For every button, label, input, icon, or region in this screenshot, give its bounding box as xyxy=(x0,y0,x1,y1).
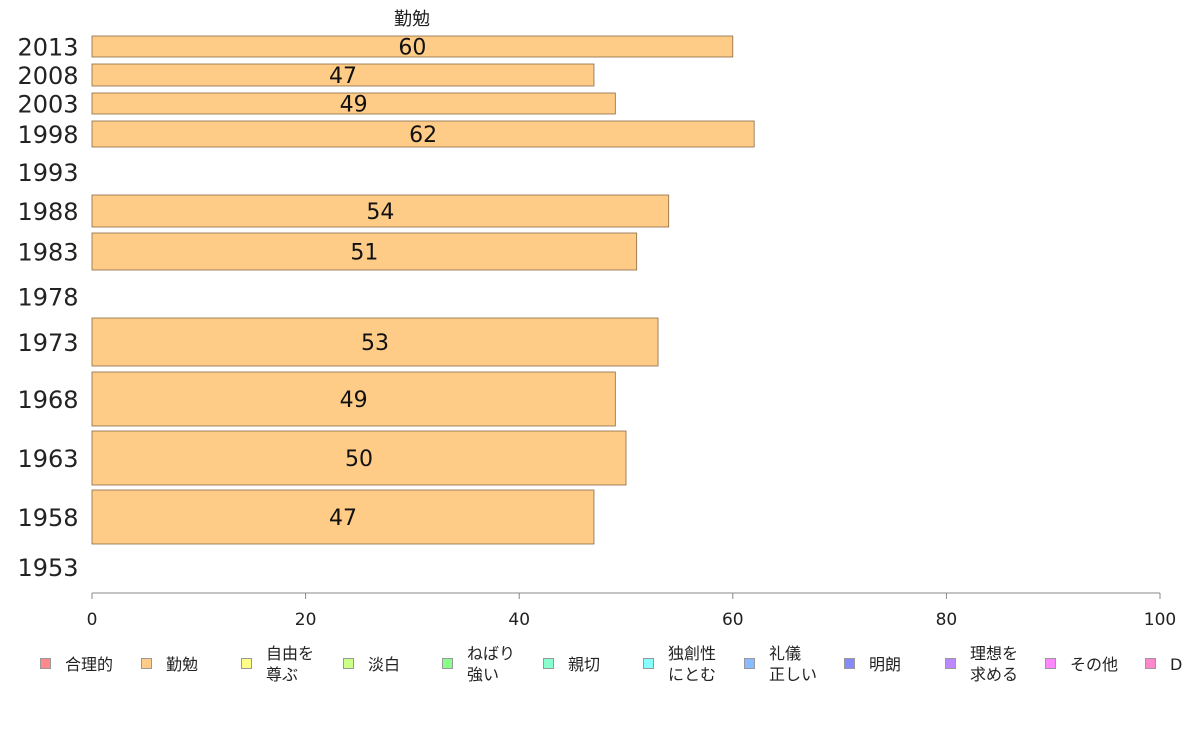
legend-label: 勤勉 xyxy=(166,655,199,674)
bar xyxy=(91,194,670,228)
bar-value-label: 47 xyxy=(329,506,357,531)
y-tick-label: 1993 xyxy=(17,159,78,187)
y-tick-label: 2013 xyxy=(17,34,78,62)
legend-swatch xyxy=(343,658,354,669)
bar xyxy=(91,35,734,58)
bar-value-label: 47 xyxy=(329,64,357,89)
x-tick-label: 80 xyxy=(936,610,958,630)
y-tick-label: 1953 xyxy=(17,554,78,582)
legend-swatch xyxy=(1145,658,1156,669)
legend-item: ねばり 強い xyxy=(442,640,515,685)
legend-swatch xyxy=(643,658,654,669)
y-tick-label: 1973 xyxy=(17,329,78,357)
legend-label: 礼儀 正しい xyxy=(769,644,818,684)
bar xyxy=(91,371,616,427)
legend-item: 親切 xyxy=(543,640,600,675)
legend-swatch xyxy=(40,658,51,669)
bar xyxy=(91,232,638,271)
x-tick-label: 0 xyxy=(87,610,98,630)
bar xyxy=(91,430,627,486)
legend-item: D xyxy=(1145,640,1182,675)
y-tick-label: 1983 xyxy=(17,239,78,267)
bar-value-label: 51 xyxy=(350,241,378,266)
legend-swatch xyxy=(744,658,755,669)
x-tick-label: 60 xyxy=(722,610,744,630)
chart-title: 勤勉 xyxy=(394,9,430,30)
legend-item: その他 xyxy=(1045,640,1118,675)
bar-chart: 勤勉 60 47 49 62 54 51 53 49 50 47 2013200820031998… xyxy=(17,9,1176,630)
legend-swatch xyxy=(141,658,152,669)
y-tick-label: 1988 xyxy=(17,198,78,226)
legend-swatch xyxy=(844,658,855,669)
bar-value-label: 62 xyxy=(409,123,437,148)
bar xyxy=(91,489,595,545)
legend-item: 独創性 にとむ xyxy=(643,640,716,685)
legend-label: 独創性 にとむ xyxy=(668,644,717,684)
bar-value-label: 54 xyxy=(366,200,394,225)
bar xyxy=(91,120,755,148)
x-axis: 0 20 40 60 80 100 xyxy=(87,592,1176,630)
y-tick-label: 1963 xyxy=(17,445,78,473)
y-tick-label: 1968 xyxy=(17,386,78,414)
bar-value-label: 49 xyxy=(340,93,368,118)
legend-swatch xyxy=(442,658,453,669)
bars-layer: 60 47 49 62 54 51 53 49 50 47 xyxy=(91,35,755,545)
legend-label: ねばり 強い xyxy=(467,644,516,684)
legend-label: 自由を 尊ぶ xyxy=(266,644,315,684)
y-tick-label: 2003 xyxy=(17,91,78,119)
legend-label: 理想を 求める xyxy=(970,644,1019,684)
bar xyxy=(91,92,616,115)
y-tick-label: 1958 xyxy=(17,504,78,532)
bar-value-label: 53 xyxy=(361,331,389,356)
y-tick-label: 1978 xyxy=(17,284,78,312)
legend-label: 親切 xyxy=(568,655,601,674)
legend-item: 淡白 xyxy=(343,640,400,675)
legend-swatch xyxy=(241,658,252,669)
y-tick-label: 2008 xyxy=(17,62,78,90)
x-tick-label: 40 xyxy=(508,610,530,630)
x-tick-label: 20 xyxy=(295,610,317,630)
legend-label: その他 xyxy=(1070,655,1119,674)
bar-value-label: 50 xyxy=(345,447,373,472)
legend-item: 明朗 xyxy=(844,640,901,675)
y-tick-label: 1998 xyxy=(17,121,78,149)
bar-value-label: 60 xyxy=(398,36,426,61)
bar-value-label: 49 xyxy=(340,388,368,413)
legend-swatch xyxy=(945,658,956,669)
x-tick-label: 100 xyxy=(1144,610,1176,630)
legend-item: 自由を 尊ぶ xyxy=(241,640,314,685)
legend-item: 理想を 求める xyxy=(945,640,1018,685)
legend-swatch xyxy=(1045,658,1056,669)
legend-label: 合理的 xyxy=(65,655,114,674)
legend-label: D xyxy=(1170,655,1183,674)
legend-item: 合理的 xyxy=(40,640,113,675)
legend-swatch xyxy=(543,658,554,669)
legend-label: 明朗 xyxy=(869,655,902,674)
legend: 合理的 勤勉 自由を 尊ぶ 淡白 ねばり 強い 親切 独創性 にとむ 礼儀 正しい 明朗 理想を 求める その… xyxy=(0,640,1188,700)
legend-item: 礼儀 正しい xyxy=(744,640,817,685)
bar xyxy=(91,317,659,367)
legend-item: 勤勉 xyxy=(141,640,198,675)
legend-label: 淡白 xyxy=(368,655,401,674)
bar xyxy=(91,63,595,87)
